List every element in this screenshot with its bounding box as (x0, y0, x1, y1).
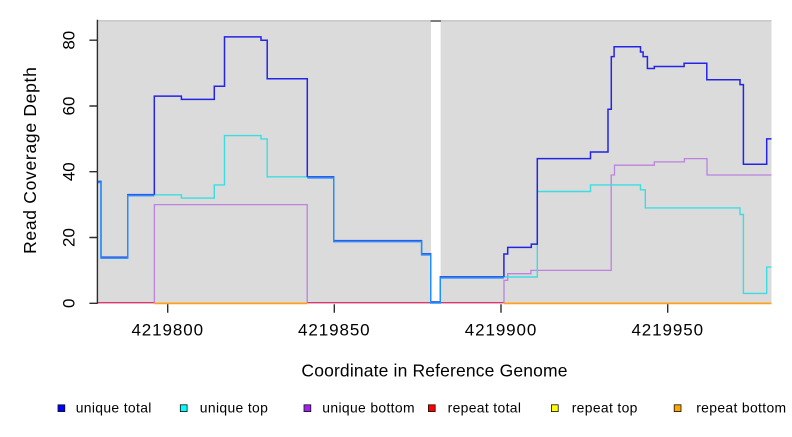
svg-text:repeat bottom: repeat bottom (696, 399, 786, 415)
svg-text:Coordinate in Reference Genome: Coordinate in Reference Genome (301, 361, 567, 381)
svg-text:80: 80 (60, 31, 79, 50)
svg-text:Read Coverage Depth: Read Coverage Depth (20, 66, 40, 253)
svg-text:repeat top: repeat top (572, 399, 638, 415)
svg-text:4219900: 4219900 (465, 321, 537, 340)
svg-text:4219850: 4219850 (298, 321, 370, 340)
svg-text:60: 60 (60, 97, 79, 116)
svg-text:unique top: unique top (200, 399, 268, 415)
svg-text:4219950: 4219950 (631, 321, 703, 340)
svg-text:0: 0 (60, 299, 79, 308)
svg-text:repeat total: repeat total (448, 399, 522, 415)
svg-text:4219800: 4219800 (131, 321, 203, 340)
svg-text:unique total: unique total (76, 399, 152, 415)
svg-text:unique bottom: unique bottom (322, 399, 415, 415)
svg-text:20: 20 (60, 228, 79, 247)
svg-text:40: 40 (60, 162, 79, 181)
